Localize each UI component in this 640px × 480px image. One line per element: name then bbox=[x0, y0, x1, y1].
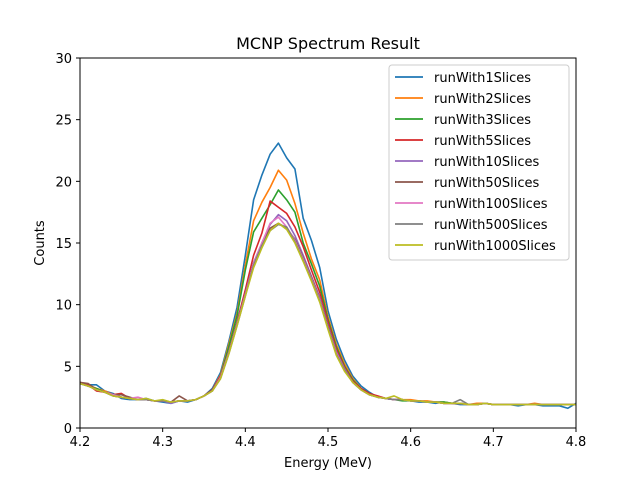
series-line-runWith1000Slices bbox=[80, 222, 576, 406]
x-tick-label: 4.8 bbox=[566, 435, 587, 450]
x-tick-label: 4.4 bbox=[235, 435, 256, 450]
legend-box bbox=[388, 64, 570, 261]
legend-label: runWith10Slices bbox=[434, 155, 540, 170]
legend: runWith1Slices runWith2Slices runWith3Slic… bbox=[388, 64, 570, 261]
y-tick-label: 0 bbox=[64, 422, 72, 437]
x-tick-label: 4.2 bbox=[70, 435, 91, 450]
x-tick-label: 4.5 bbox=[318, 435, 339, 450]
y-tick-label: 10 bbox=[55, 299, 72, 314]
legend-label: runWith500Slices bbox=[434, 218, 548, 233]
chart-title: MCNP Spectrum Result bbox=[236, 34, 420, 53]
legend-label: runWith3Slices bbox=[434, 113, 531, 128]
legend-label: runWith2Slices bbox=[434, 92, 531, 107]
y-tick-label: 15 bbox=[55, 237, 72, 252]
x-tick-label: 4.7 bbox=[483, 435, 504, 450]
legend-label: runWith1000Slices bbox=[434, 239, 556, 254]
y-tick-label: 25 bbox=[55, 114, 72, 129]
y-axis-label: Counts bbox=[33, 220, 48, 266]
legend-label: runWith1Slices bbox=[434, 71, 531, 86]
legend-label: runWith50Slices bbox=[434, 176, 540, 191]
x-tick-label: 4.6 bbox=[400, 435, 421, 450]
series-lines bbox=[80, 142, 576, 410]
y-tick-label: 5 bbox=[64, 360, 72, 375]
y-axis-ticks: 0 5 10 15 20 25 30 bbox=[55, 52, 80, 437]
x-axis-label: Energy (MeV) bbox=[284, 456, 372, 471]
legend-label: runWith5Slices bbox=[434, 134, 531, 149]
y-tick-label: 20 bbox=[55, 175, 72, 190]
legend-label: runWith100Slices bbox=[434, 197, 548, 212]
y-tick-label: 30 bbox=[55, 52, 72, 67]
x-tick-label: 4.3 bbox=[152, 435, 173, 450]
x-axis-ticks: 4.2 4.3 4.4 4.5 4.6 4.7 4.8 bbox=[70, 428, 587, 450]
